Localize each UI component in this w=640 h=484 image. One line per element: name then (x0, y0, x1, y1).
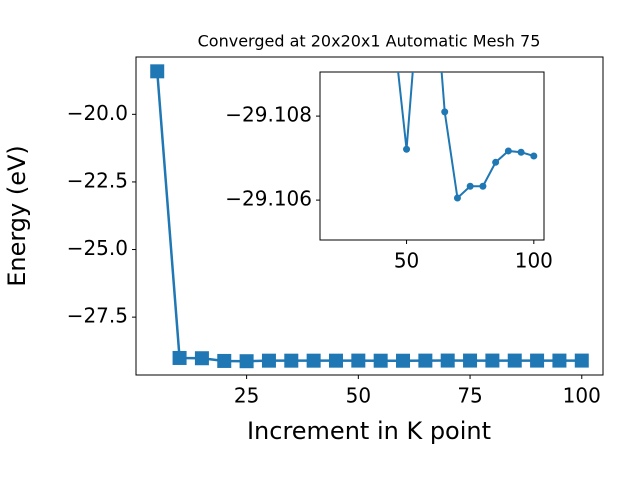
y-tick-label: −22.5 (67, 168, 128, 192)
y-tick-label: −29.106 (225, 187, 312, 211)
marker (463, 353, 478, 368)
marker (261, 353, 276, 368)
marker (440, 353, 455, 368)
x-tick-label: 50 (346, 384, 371, 408)
marker (441, 108, 449, 116)
marker (403, 145, 411, 153)
marker (517, 148, 525, 156)
marker (504, 147, 512, 155)
y-tick-label: −25.0 (67, 236, 128, 260)
plot-clip (150, 64, 589, 369)
marker (418, 353, 433, 368)
marker (507, 353, 522, 368)
chart-title: Converged at 20x20x1 Automatic Mesh 75 (198, 32, 541, 51)
y-tick-label: −29.108 (225, 103, 312, 127)
marker (466, 182, 474, 190)
marker (217, 353, 232, 368)
marker (530, 353, 545, 368)
marker (453, 194, 461, 202)
plot-area (319, 71, 545, 241)
marker (479, 182, 487, 190)
marker (574, 353, 589, 368)
marker (150, 64, 165, 79)
line (397, 72, 535, 201)
marker (194, 351, 209, 366)
marker (284, 353, 299, 368)
marker (373, 353, 388, 368)
x-tick-label: 100 (515, 249, 553, 273)
marker (239, 354, 254, 369)
marker (485, 353, 500, 368)
marker (328, 353, 343, 368)
marker (530, 152, 538, 160)
plot-clip (397, 72, 538, 202)
marker (552, 353, 567, 368)
x-tick-label: 100 (563, 384, 601, 408)
marker (396, 353, 411, 368)
x-axis-label: Increment in K point (247, 417, 491, 445)
marker (172, 350, 187, 365)
x-tick-label: 50 (394, 249, 419, 273)
marker (492, 158, 500, 166)
x-tick-label: 75 (457, 384, 482, 408)
y-tick-label: −20.0 (67, 101, 128, 125)
y-axis-label: Energy (eV) (3, 145, 31, 287)
marker (351, 353, 366, 368)
marker (306, 353, 321, 368)
x-tick-label: 25 (234, 384, 259, 408)
y-tick-label: −27.5 (67, 304, 128, 328)
